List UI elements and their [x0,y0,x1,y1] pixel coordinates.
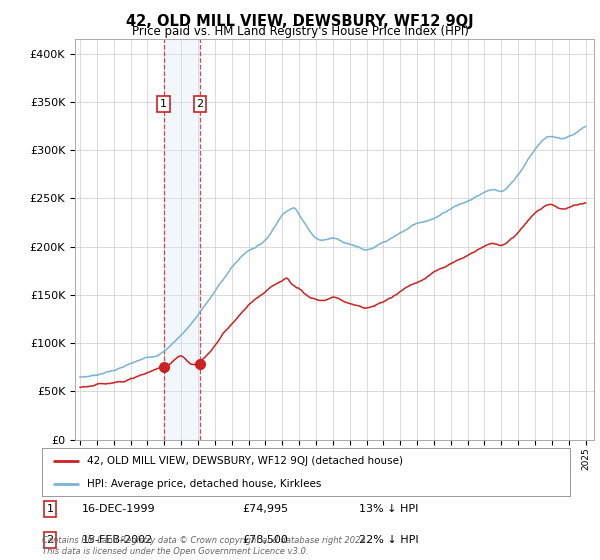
Text: Price paid vs. HM Land Registry's House Price Index (HPI): Price paid vs. HM Land Registry's House … [131,25,469,38]
Text: HPI: Average price, detached house, Kirklees: HPI: Average price, detached house, Kirk… [87,479,321,489]
Text: 2: 2 [46,535,53,545]
Bar [164,39,200,440]
Text: Contains HM Land Registry data © Crown copyright and database right 2024.
This d: Contains HM Land Registry data © Crown c… [42,536,368,556]
Text: 42, OLD MILL VIEW, DEWSBURY, WF12 9QJ: 42, OLD MILL VIEW, DEWSBURY, WF12 9QJ [126,14,474,29]
Text: 2: 2 [196,99,203,109]
Text: 42, OLD MILL VIEW, DEWSBURY, WF12 9QJ (detached house): 42, OLD MILL VIEW, DEWSBURY, WF12 9QJ (d… [87,456,403,466]
Text: 22% ↓ HPI: 22% ↓ HPI [359,535,418,545]
Text: 13% ↓ HPI: 13% ↓ HPI [359,504,418,514]
Text: 1: 1 [46,504,53,514]
Text: 1: 1 [160,99,167,109]
Text: £74,995: £74,995 [242,504,289,514]
Text: 15-FEB-2002: 15-FEB-2002 [82,535,153,545]
Text: £78,500: £78,500 [242,535,289,545]
Text: 16-DEC-1999: 16-DEC-1999 [82,504,155,514]
